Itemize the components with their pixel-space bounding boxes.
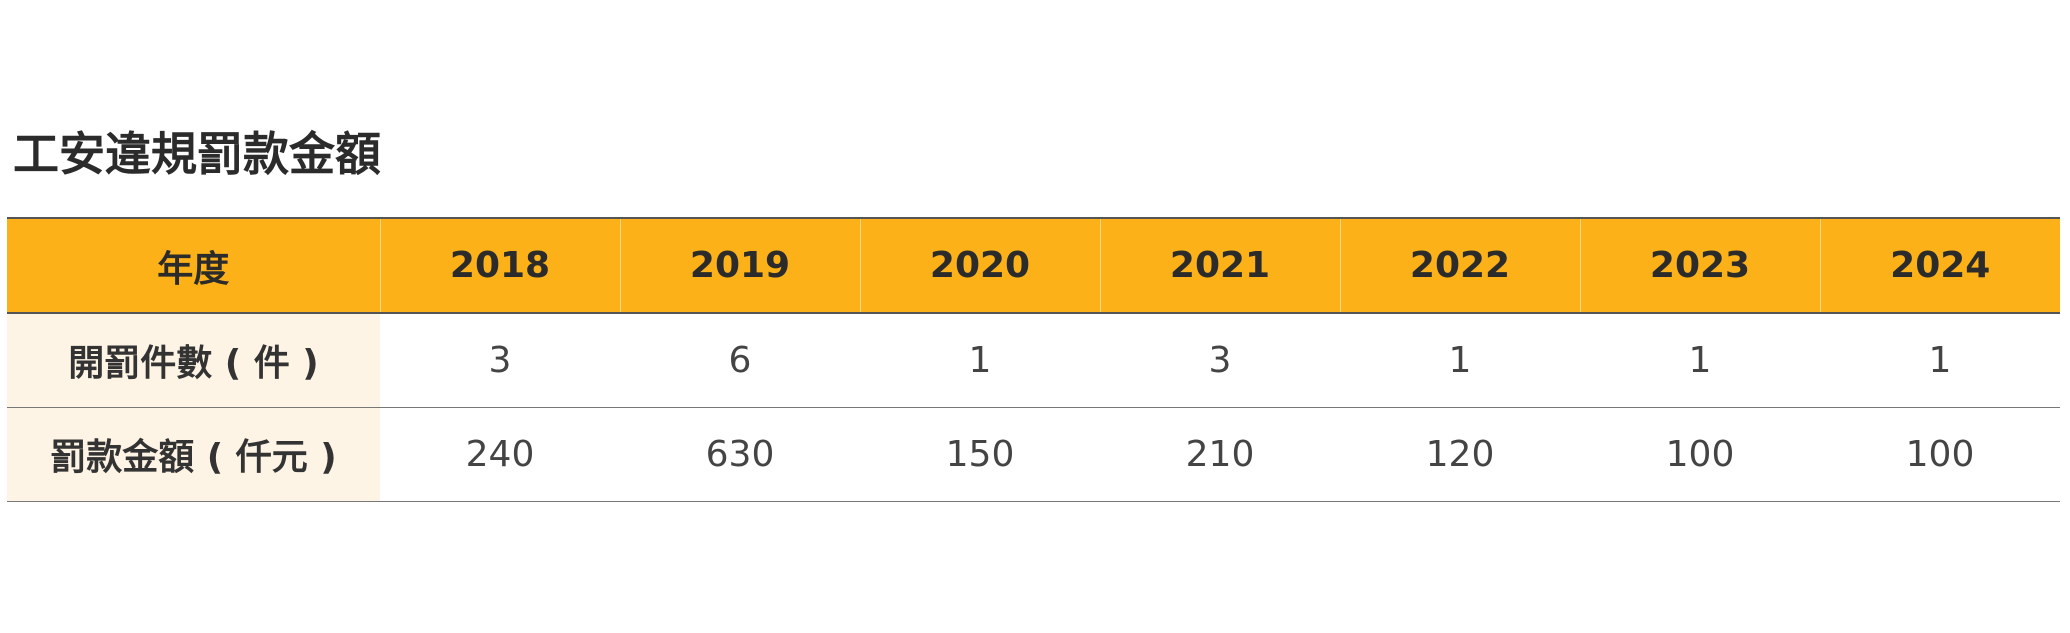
header-cell: 2018 — [379, 218, 620, 313]
table-cell: 1 — [1448, 339, 1472, 381]
table-cell: 100 — [1905, 433, 1975, 475]
table-cell: 3 — [1208, 339, 1232, 381]
header-row: 年度 2018 2019 2020 2021 2022 2023 2024 — [7, 218, 2060, 313]
table-cell: 100 — [1665, 433, 1735, 475]
table-row: 罰款金額 ( 仟元 ) 240 630 150 210 120 100 100 — [7, 407, 2060, 501]
table-cell: 210 — [1185, 433, 1255, 475]
header-cell: 2021 — [1099, 218, 1340, 313]
header-cell: 2024 — [1819, 218, 2060, 313]
table-cell: 150 — [945, 433, 1015, 475]
table-cell: 1 — [1928, 339, 1952, 381]
table-row: 開罰件數 ( 件 ) 3 6 1 3 1 1 1 — [7, 313, 2060, 407]
table-cell: 1 — [1688, 339, 1712, 381]
table-cell: 1 — [968, 339, 992, 381]
table-cell: 6 — [728, 339, 752, 381]
header-cell: 年度 — [157, 248, 230, 290]
header-cell: 2020 — [859, 218, 1100, 313]
title: 工安違規罰款金額 — [13, 127, 381, 181]
table-body: 開罰件數 ( 件 ) 3 6 1 3 1 1 1 罰款金額 ( 仟元 ) 240 630 150 210… — [7, 313, 2060, 501]
table-cell: 240 — [465, 433, 535, 475]
header-cell: 2019 — [619, 218, 860, 313]
table-cell: 120 — [1425, 433, 1495, 475]
header-cell: 2023 — [1579, 218, 1820, 313]
row-label: 開罰件數 ( 件 ) — [7, 313, 380, 407]
row-label: 罰款金額 ( 仟元 ) — [7, 407, 380, 501]
table-cell: 630 — [705, 433, 775, 475]
header-cell: 2022 — [1339, 218, 1580, 313]
fine-table: 年度 2018 2019 2020 2021 2022 2023 2024 開罰件數 ( 件 … — [7, 217, 2060, 502]
table-cell: 3 — [488, 339, 512, 381]
